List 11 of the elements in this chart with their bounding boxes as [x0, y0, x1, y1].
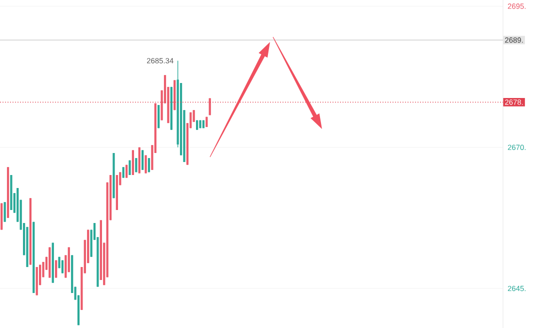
candlestick	[208, 98, 211, 116]
candlestick	[148, 158, 150, 173]
candlestick	[126, 164, 128, 178]
candlestick	[144, 154, 147, 174]
candlestick	[122, 166, 124, 178]
candlestick	[4, 202, 6, 222]
candlestick	[135, 158, 138, 173]
candlestick	[55, 260, 58, 278]
candlestick	[142, 150, 144, 170]
candlestick	[196, 120, 198, 130]
candlestick	[158, 104, 160, 128]
